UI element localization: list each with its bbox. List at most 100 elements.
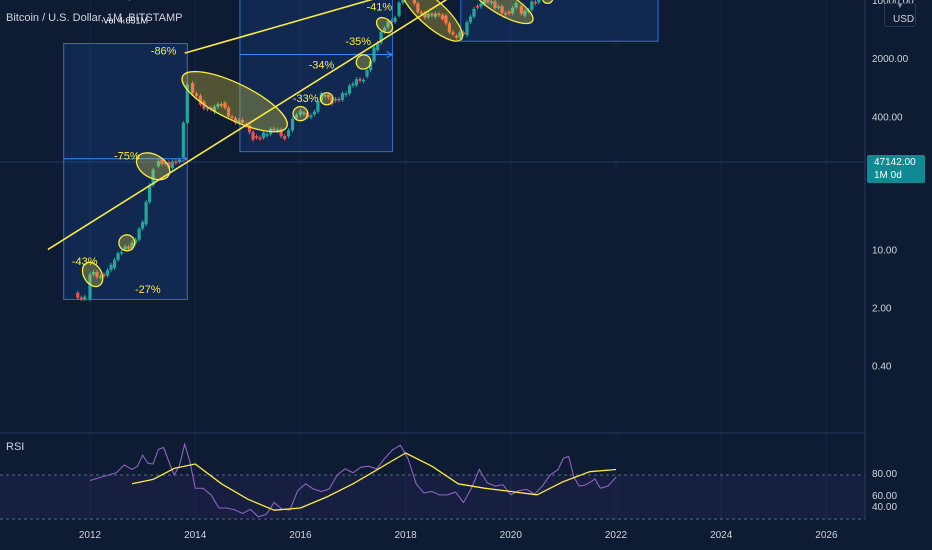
candle bbox=[475, 5, 480, 8]
candle bbox=[79, 297, 83, 300]
highlight-ellipse bbox=[81, 261, 104, 288]
candle bbox=[423, 12, 427, 18]
candle bbox=[102, 274, 106, 276]
candle bbox=[265, 134, 269, 136]
candle bbox=[319, 93, 324, 102]
candle bbox=[354, 79, 359, 86]
rsi-ma-line bbox=[131, 452, 617, 511]
candle bbox=[167, 162, 171, 168]
candle bbox=[458, 32, 462, 38]
range-box-volume-label: Vol 4.651M bbox=[103, 16, 148, 26]
candle bbox=[375, 42, 380, 51]
candle bbox=[440, 15, 445, 19]
candle bbox=[523, 10, 527, 16]
y-tick-label: 2000.00 bbox=[872, 54, 909, 65]
channel-lines bbox=[47, 0, 448, 251]
candle bbox=[190, 83, 195, 93]
last-price-tag: 47142.00 1M 0d bbox=[867, 155, 925, 183]
rsi-band bbox=[0, 475, 865, 519]
candle bbox=[382, 27, 387, 32]
candle bbox=[83, 296, 87, 300]
candle-countdown: 1M 0d bbox=[874, 170, 902, 181]
candle bbox=[258, 137, 262, 140]
currency-label: USD bbox=[893, 14, 915, 25]
candle bbox=[198, 95, 203, 105]
candle bbox=[156, 161, 160, 167]
highlight-ellipse bbox=[181, 70, 288, 133]
scale-button[interactable]: ▼ USD bbox=[884, 1, 916, 27]
x-tick-label: 2026 bbox=[815, 530, 838, 541]
candle bbox=[130, 242, 134, 249]
highlight-ellipse bbox=[319, 92, 334, 106]
candle bbox=[465, 22, 469, 36]
candle bbox=[482, 0, 487, 4]
candle bbox=[133, 239, 138, 243]
rsi-title: RSI bbox=[6, 441, 25, 453]
rsi-pane bbox=[0, 442, 865, 520]
candle bbox=[500, 6, 504, 13]
candle bbox=[170, 161, 175, 169]
candle bbox=[333, 98, 338, 101]
candle bbox=[98, 276, 103, 278]
candle bbox=[109, 264, 113, 270]
candle bbox=[148, 185, 152, 203]
candle bbox=[503, 12, 508, 15]
candle bbox=[119, 252, 124, 254]
candle bbox=[451, 32, 455, 35]
candle bbox=[496, 6, 501, 8]
candle bbox=[379, 31, 383, 43]
chevron-down-icon: ▼ bbox=[896, 1, 904, 10]
y-tick-label: 2.00 bbox=[872, 303, 892, 314]
candle bbox=[226, 107, 231, 117]
candle bbox=[323, 94, 327, 97]
candle bbox=[290, 118, 295, 131]
candle bbox=[340, 93, 345, 100]
candle bbox=[160, 159, 164, 164]
drawdown-label: -33% bbox=[293, 93, 319, 105]
candle bbox=[151, 169, 155, 186]
candle bbox=[233, 118, 238, 123]
x-tick-label: 2018 bbox=[394, 530, 417, 541]
candle bbox=[112, 259, 117, 268]
candle bbox=[88, 274, 92, 300]
candle bbox=[361, 79, 366, 82]
y-tick-label: 10.00 bbox=[872, 245, 897, 256]
highlight-ellipse bbox=[292, 106, 309, 122]
candle bbox=[368, 61, 373, 71]
candle bbox=[126, 246, 131, 249]
candle bbox=[137, 228, 141, 240]
candle bbox=[437, 13, 441, 16]
x-tick-label: 2012 bbox=[79, 530, 102, 541]
candle bbox=[123, 246, 127, 250]
candle bbox=[401, 0, 405, 3]
candle bbox=[351, 83, 355, 86]
candle bbox=[312, 111, 317, 115]
candle bbox=[254, 136, 259, 138]
candle bbox=[519, 5, 523, 14]
candle bbox=[489, 1, 494, 4]
ellipses bbox=[81, 0, 554, 288]
range-box-arrow bbox=[386, 51, 394, 58]
candle bbox=[514, 2, 518, 8]
candle bbox=[397, 2, 401, 16]
candle bbox=[272, 128, 276, 131]
candle bbox=[507, 11, 511, 14]
candle bbox=[533, 1, 537, 4]
candle bbox=[177, 159, 182, 162]
highlight-ellipse bbox=[541, 0, 554, 4]
candle bbox=[365, 70, 369, 77]
candle bbox=[251, 132, 255, 140]
drawdown-label: -86% bbox=[151, 46, 177, 58]
candle bbox=[426, 13, 430, 18]
candle bbox=[283, 136, 287, 139]
rsi-y-tick-label: 60.00 bbox=[872, 491, 897, 502]
channel-line bbox=[47, 0, 448, 251]
highlight-ellipse bbox=[118, 234, 136, 252]
drawdown-labels: -43%-27%-75%-86%-33%-34%-35%-41%-84%-69%… bbox=[72, 1, 392, 296]
candle bbox=[163, 162, 167, 164]
candle bbox=[185, 84, 189, 123]
drawdown-label: -27% bbox=[135, 284, 161, 296]
candle bbox=[479, 3, 483, 7]
candle bbox=[247, 125, 252, 133]
